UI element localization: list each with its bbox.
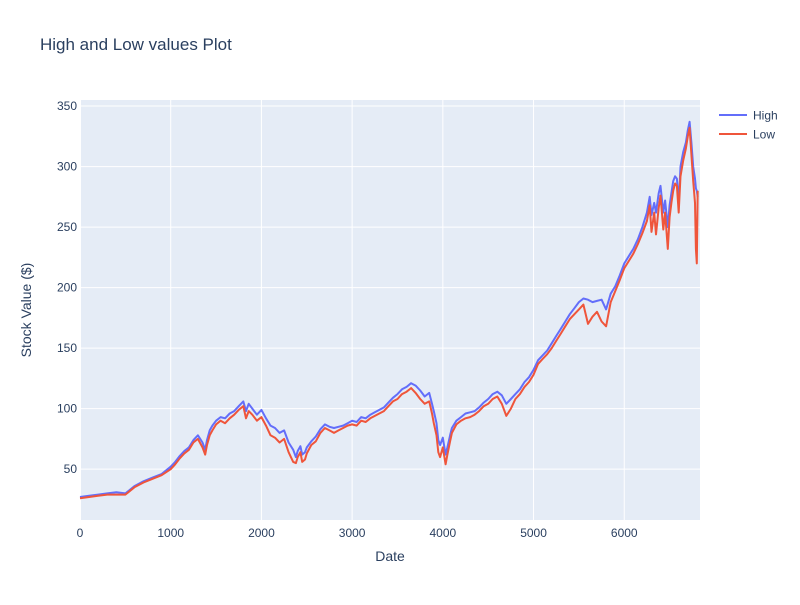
y-tick-label: 250 <box>57 220 77 234</box>
chart-title: High and Low values Plot <box>40 35 232 54</box>
legend-label-high: High <box>753 109 778 123</box>
y-tick-label: 200 <box>57 281 77 295</box>
y-tick-label: 50 <box>64 462 78 476</box>
legend-item-high[interactable]: High <box>719 109 778 123</box>
legend-item-low[interactable]: Low <box>719 128 775 142</box>
y-tick-label: 100 <box>57 402 77 416</box>
x-tick-label: 5000 <box>520 526 547 540</box>
y-tick-label: 350 <box>57 99 77 113</box>
x-tick-label: 2000 <box>248 526 275 540</box>
legend-label-low: Low <box>753 128 775 142</box>
x-tick-label: 0 <box>77 526 84 540</box>
x-tick-label: 6000 <box>611 526 638 540</box>
x-axis-title: Date <box>375 548 405 564</box>
series-line-low[interactable] <box>79 126 699 500</box>
y-tick-label: 300 <box>57 160 77 174</box>
tick-labels: 0 1000 2000 3000 4000 5000 6000 50 100 150 200 250 3… <box>57 99 638 540</box>
plot-area <box>80 100 700 520</box>
x-tick-label: 3000 <box>339 526 366 540</box>
series-line-high[interactable] <box>79 120 699 498</box>
x-tick-label: 4000 <box>429 526 456 540</box>
grid-layer <box>79 100 700 520</box>
legend[interactable]: High Low <box>719 109 778 142</box>
y-axis-title: Stock Value ($) <box>18 263 34 358</box>
x-tick-label: 1000 <box>157 526 184 540</box>
y-tick-label: 150 <box>57 341 77 355</box>
series-layer <box>79 120 699 500</box>
